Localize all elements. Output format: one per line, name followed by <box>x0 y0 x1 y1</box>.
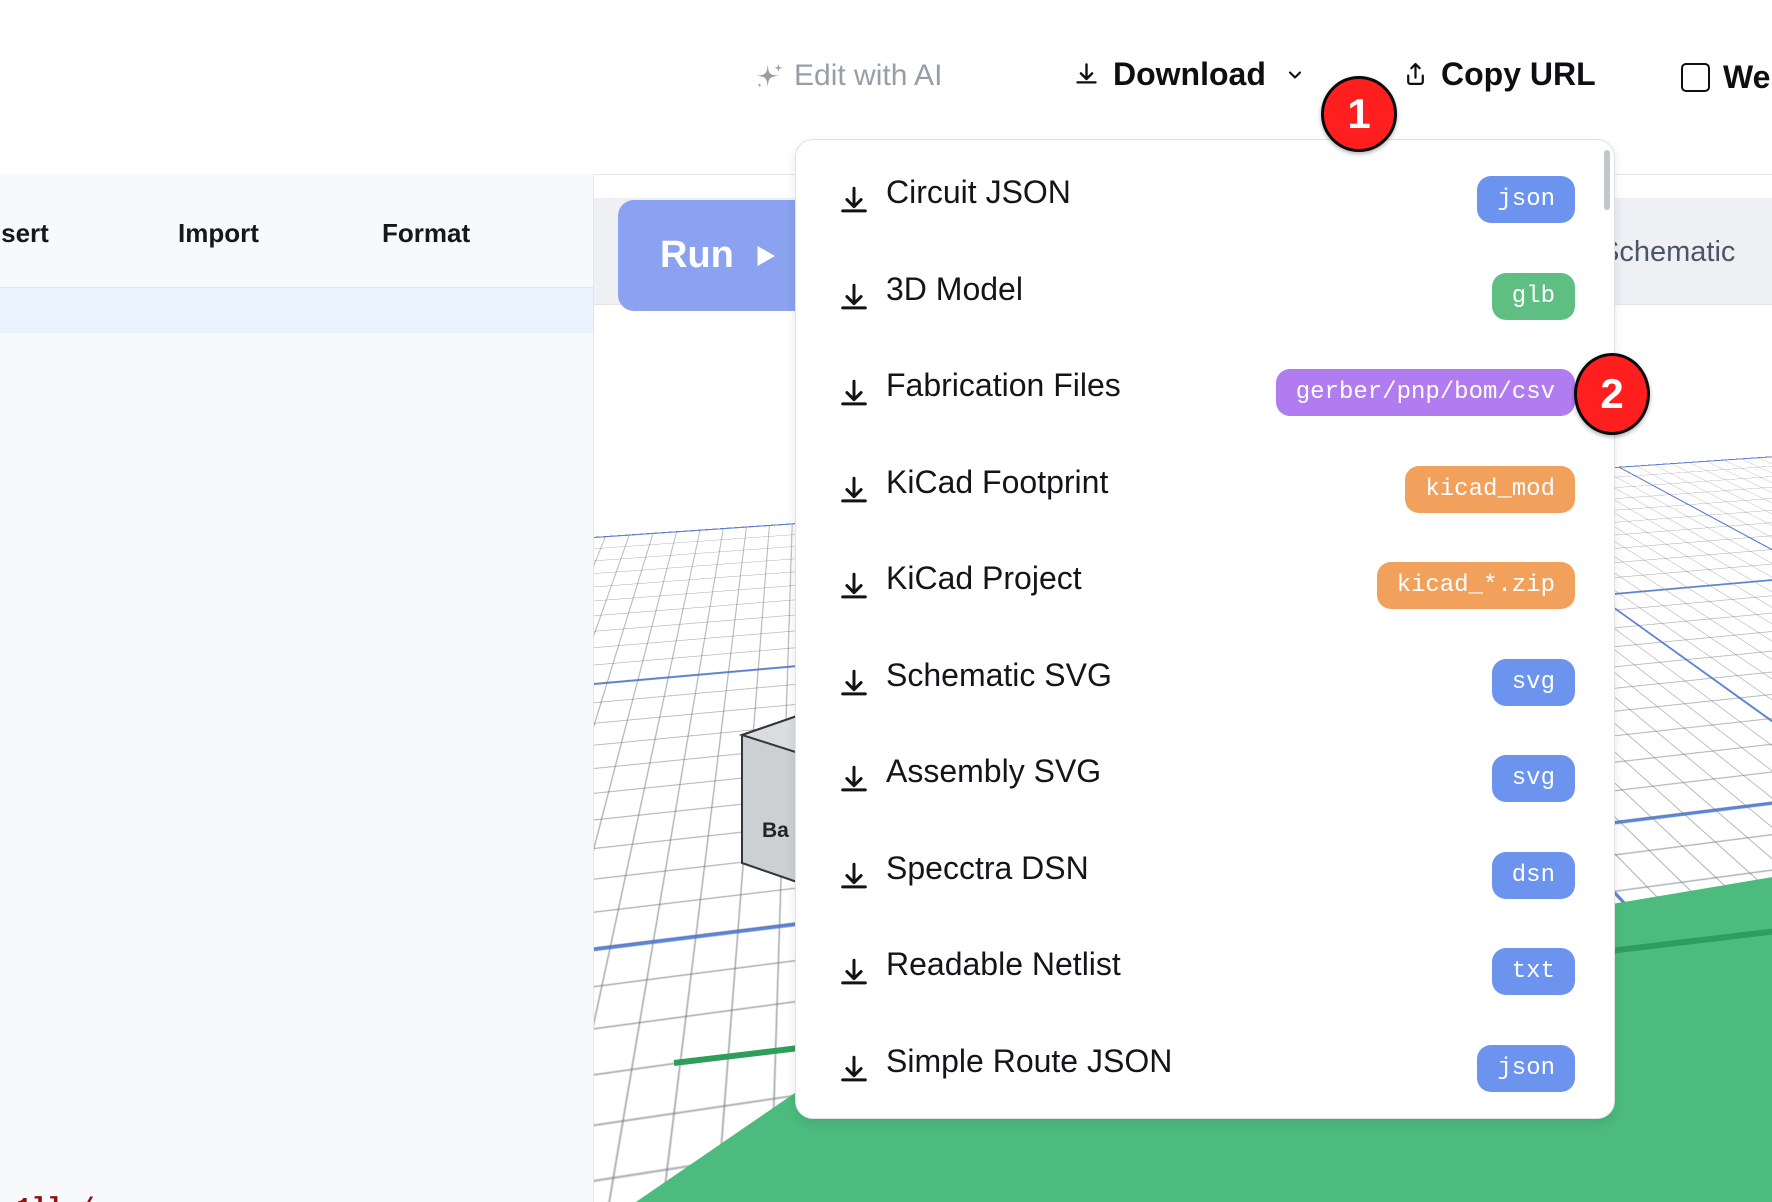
svg-text:Ba: Ba <box>762 819 789 842</box>
